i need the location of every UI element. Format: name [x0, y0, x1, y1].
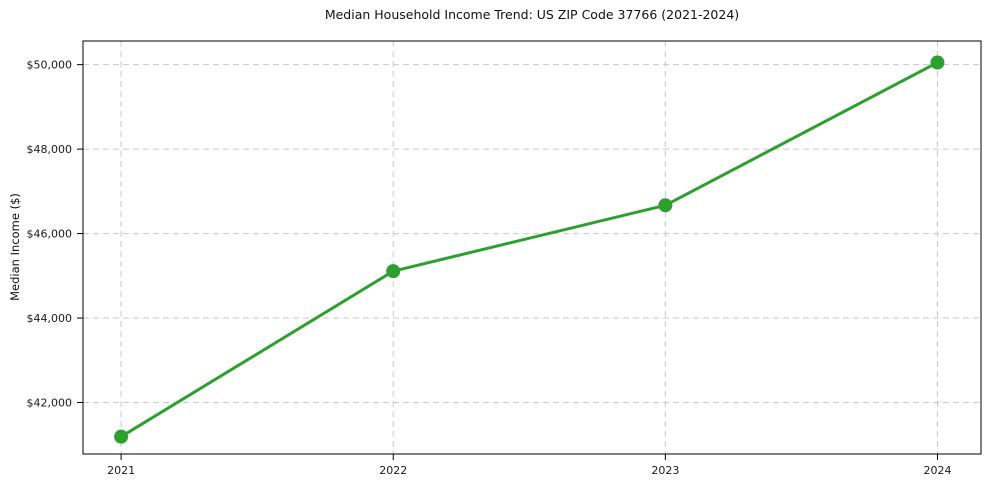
chart-title: Median Household Income Trend: US ZIP Co…	[324, 7, 740, 22]
y-tick-label: $42,000	[27, 396, 73, 409]
x-tick-label: 2021	[107, 464, 135, 477]
trend-line	[119, 61, 939, 439]
data-point-2023	[658, 198, 673, 213]
x-tick-label: 2023	[651, 464, 679, 477]
x-tick-label: 2022	[379, 464, 407, 477]
y-tick-label: $48,000	[27, 143, 73, 156]
data-point-2021	[114, 429, 129, 444]
y-tick-label: $44,000	[27, 312, 73, 325]
data-point-2022	[386, 264, 401, 279]
data-point-2024	[930, 55, 945, 70]
y-tick-label: $46,000	[27, 227, 73, 240]
y-tick-label: $50,000	[27, 58, 73, 71]
plot-border	[82, 40, 982, 455]
x-tick-label: 2024	[923, 464, 951, 477]
